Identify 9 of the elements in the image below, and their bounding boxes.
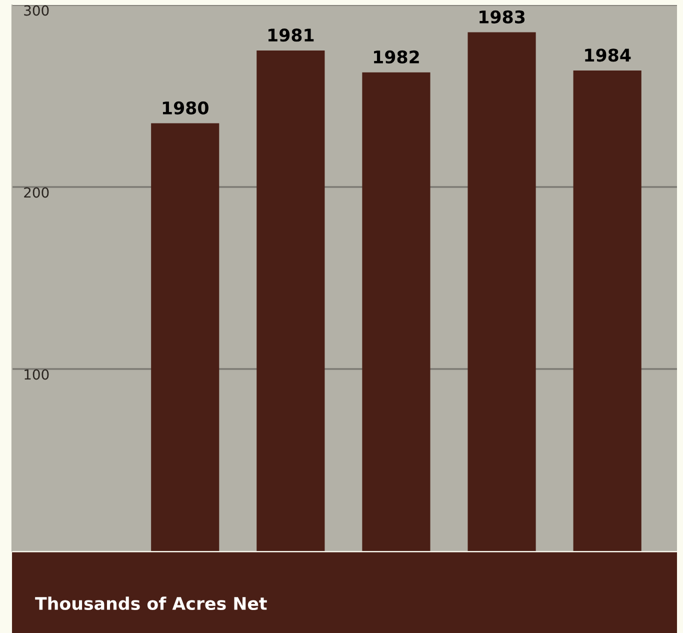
x-tick-label: 1982 <box>374 50 419 64</box>
x-tick-label: 1984 <box>585 48 631 62</box>
x-tick-label: 1981 <box>268 28 314 42</box>
y-axis-title: Thousands of Acres Net <box>35 596 267 610</box>
x-tick-label: 1980 <box>162 101 208 114</box>
x-tick-label: 1983 <box>480 10 525 24</box>
y-tick-label: 200 <box>24 187 49 198</box>
y-tick-label: 100 <box>24 369 49 380</box>
y-tick-label: 300 <box>24 5 49 16</box>
